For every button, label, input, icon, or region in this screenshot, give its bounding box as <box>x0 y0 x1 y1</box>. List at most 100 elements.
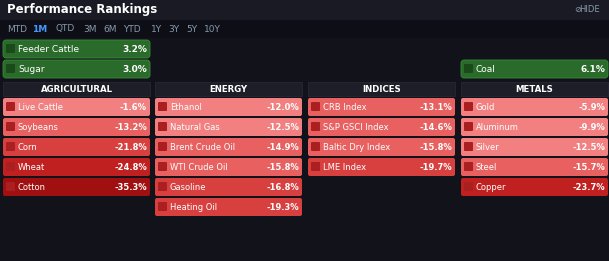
Text: -15.8%: -15.8% <box>266 163 299 171</box>
Text: -13.2%: -13.2% <box>114 122 147 132</box>
Text: LME Index: LME Index <box>323 163 366 171</box>
FancyBboxPatch shape <box>3 178 150 196</box>
FancyBboxPatch shape <box>158 182 167 191</box>
FancyBboxPatch shape <box>3 98 150 116</box>
FancyBboxPatch shape <box>464 122 473 131</box>
Text: -21.8%: -21.8% <box>114 143 147 151</box>
FancyBboxPatch shape <box>155 138 302 156</box>
FancyBboxPatch shape <box>155 198 302 216</box>
Text: Gold: Gold <box>476 103 495 111</box>
Text: -1.6%: -1.6% <box>120 103 147 111</box>
Text: -15.8%: -15.8% <box>419 143 452 151</box>
FancyBboxPatch shape <box>155 158 302 176</box>
Text: Feeder Cattle: Feeder Cattle <box>18 44 79 54</box>
Text: 6M: 6M <box>103 25 116 33</box>
Bar <box>3 82 150 96</box>
Text: -19.3%: -19.3% <box>266 203 299 211</box>
Text: 10Y: 10Y <box>204 25 221 33</box>
Text: ⊘: ⊘ <box>574 5 581 15</box>
Text: -12.0%: -12.0% <box>266 103 299 111</box>
Text: Natural Gas: Natural Gas <box>170 122 220 132</box>
FancyBboxPatch shape <box>155 118 302 136</box>
FancyBboxPatch shape <box>311 142 320 151</box>
Text: METALS: METALS <box>516 85 554 93</box>
Text: Wheat: Wheat <box>18 163 45 171</box>
Text: Cotton: Cotton <box>18 182 46 192</box>
Text: -5.9%: -5.9% <box>578 103 605 111</box>
Text: Performance Rankings: Performance Rankings <box>7 3 157 16</box>
FancyBboxPatch shape <box>158 102 167 111</box>
Text: CRB Index: CRB Index <box>323 103 367 111</box>
FancyBboxPatch shape <box>6 102 15 111</box>
FancyBboxPatch shape <box>155 178 302 196</box>
Text: -14.6%: -14.6% <box>419 122 452 132</box>
FancyBboxPatch shape <box>3 138 150 156</box>
FancyBboxPatch shape <box>3 40 150 58</box>
FancyBboxPatch shape <box>311 162 320 171</box>
FancyBboxPatch shape <box>158 142 167 151</box>
Text: Heating Oil: Heating Oil <box>170 203 217 211</box>
Text: 1Y: 1Y <box>151 25 162 33</box>
Text: -23.7%: -23.7% <box>572 182 605 192</box>
Text: S&P GSCI Index: S&P GSCI Index <box>323 122 389 132</box>
Text: ENERGY: ENERGY <box>209 85 248 93</box>
FancyBboxPatch shape <box>3 118 150 136</box>
Bar <box>461 82 608 96</box>
FancyBboxPatch shape <box>158 122 167 131</box>
Text: Live Cattle: Live Cattle <box>18 103 63 111</box>
FancyBboxPatch shape <box>461 118 608 136</box>
FancyBboxPatch shape <box>464 142 473 151</box>
Text: Aluminum: Aluminum <box>476 122 519 132</box>
FancyBboxPatch shape <box>6 182 15 191</box>
FancyBboxPatch shape <box>6 162 15 171</box>
Text: Silver: Silver <box>476 143 500 151</box>
Text: 5Y: 5Y <box>186 25 197 33</box>
FancyBboxPatch shape <box>308 118 455 136</box>
Text: Sugar: Sugar <box>18 64 44 74</box>
Text: INDICES: INDICES <box>362 85 401 93</box>
Text: Corn: Corn <box>18 143 38 151</box>
Bar <box>308 82 455 96</box>
Text: Brent Crude Oil: Brent Crude Oil <box>170 143 235 151</box>
Text: MTD: MTD <box>7 25 27 33</box>
Text: -24.8%: -24.8% <box>114 163 147 171</box>
Text: -13.1%: -13.1% <box>419 103 452 111</box>
FancyBboxPatch shape <box>311 102 320 111</box>
FancyBboxPatch shape <box>464 102 473 111</box>
FancyBboxPatch shape <box>311 122 320 131</box>
FancyBboxPatch shape <box>3 60 150 78</box>
FancyBboxPatch shape <box>6 142 15 151</box>
Bar <box>0 0 609 20</box>
FancyBboxPatch shape <box>464 162 473 171</box>
Text: -19.7%: -19.7% <box>420 163 452 171</box>
Text: 3Y: 3Y <box>168 25 179 33</box>
Text: -15.7%: -15.7% <box>572 163 605 171</box>
Text: AGRICULTURAL: AGRICULTURAL <box>41 85 113 93</box>
FancyBboxPatch shape <box>3 158 150 176</box>
Bar <box>0 20 609 38</box>
FancyBboxPatch shape <box>6 44 15 53</box>
FancyBboxPatch shape <box>158 202 167 211</box>
Text: -16.8%: -16.8% <box>266 182 299 192</box>
Text: -14.9%: -14.9% <box>266 143 299 151</box>
Text: QTD: QTD <box>55 25 74 33</box>
FancyBboxPatch shape <box>461 178 608 196</box>
Text: Coal: Coal <box>476 64 496 74</box>
Text: Baltic Dry Index: Baltic Dry Index <box>323 143 390 151</box>
FancyBboxPatch shape <box>308 158 455 176</box>
FancyBboxPatch shape <box>6 64 15 73</box>
Text: -9.9%: -9.9% <box>579 122 605 132</box>
Text: YTD: YTD <box>123 25 141 33</box>
FancyBboxPatch shape <box>308 98 455 116</box>
FancyBboxPatch shape <box>461 60 608 78</box>
Text: Soybeans: Soybeans <box>18 122 59 132</box>
FancyBboxPatch shape <box>155 98 302 116</box>
FancyBboxPatch shape <box>461 158 608 176</box>
Text: 1M: 1M <box>32 25 48 33</box>
Text: 3.2%: 3.2% <box>122 44 147 54</box>
Text: -35.3%: -35.3% <box>114 182 147 192</box>
Text: 3M: 3M <box>83 25 96 33</box>
Bar <box>155 82 302 96</box>
Text: -12.5%: -12.5% <box>572 143 605 151</box>
FancyBboxPatch shape <box>464 64 473 73</box>
